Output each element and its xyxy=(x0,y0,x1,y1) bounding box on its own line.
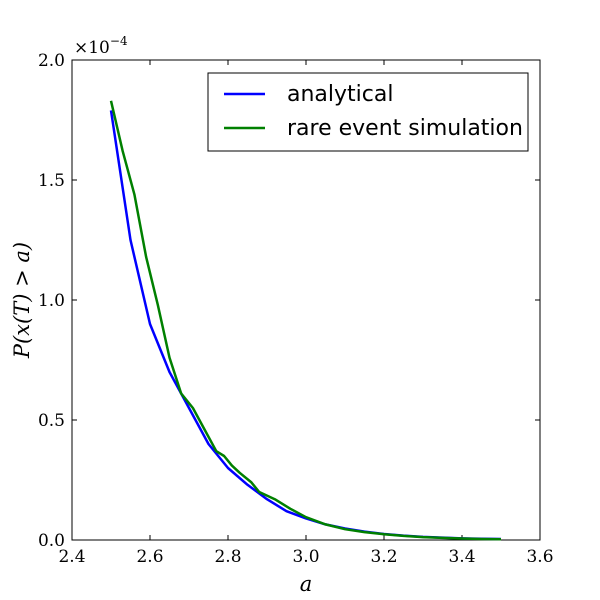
series-line-rare-event-simulation xyxy=(109,100,502,541)
x-tick-label: 3.4 xyxy=(448,547,475,567)
legend-box xyxy=(207,72,529,152)
y-tick-label: 0.0 xyxy=(38,531,65,551)
y-axis-ticks: 0.0 0.5 1.0 1.5 2.0 xyxy=(38,51,540,551)
x-tick-label: 3.0 xyxy=(292,547,319,567)
legend-label-analytical: analytical xyxy=(287,82,393,107)
series-line-analytical xyxy=(109,110,502,541)
y-scale-factor-exponent: −4 xyxy=(110,34,128,48)
x-tick-label: 2.8 xyxy=(214,547,241,567)
y-tick-label: 1.0 xyxy=(38,291,65,311)
y-scale-factor-base: ×10 xyxy=(74,38,110,58)
y-tick-label: 1.5 xyxy=(38,171,65,191)
x-tick-label: 2.6 xyxy=(136,547,163,567)
legend: analytical rare event simulation xyxy=(207,72,529,152)
y-scale-factor: ×10−4 xyxy=(74,34,128,58)
x-axis-label: a xyxy=(300,572,313,596)
y-tick-label: 2.0 xyxy=(38,51,65,71)
series-group xyxy=(109,100,502,541)
x-tick-label: 2.4 xyxy=(58,547,85,567)
x-tick-label: 3.6 xyxy=(526,547,553,567)
legend-label-rare-event-simulation: rare event simulation xyxy=(287,116,523,141)
x-tick-label: 3.2 xyxy=(370,547,397,567)
x-axis-ticks: 2.4 2.6 2.8 3.0 3.2 3.4 3.6 xyxy=(58,60,554,567)
y-tick-label: 0.5 xyxy=(38,411,65,431)
y-axis-label: P(x(T) > a) xyxy=(10,242,34,359)
